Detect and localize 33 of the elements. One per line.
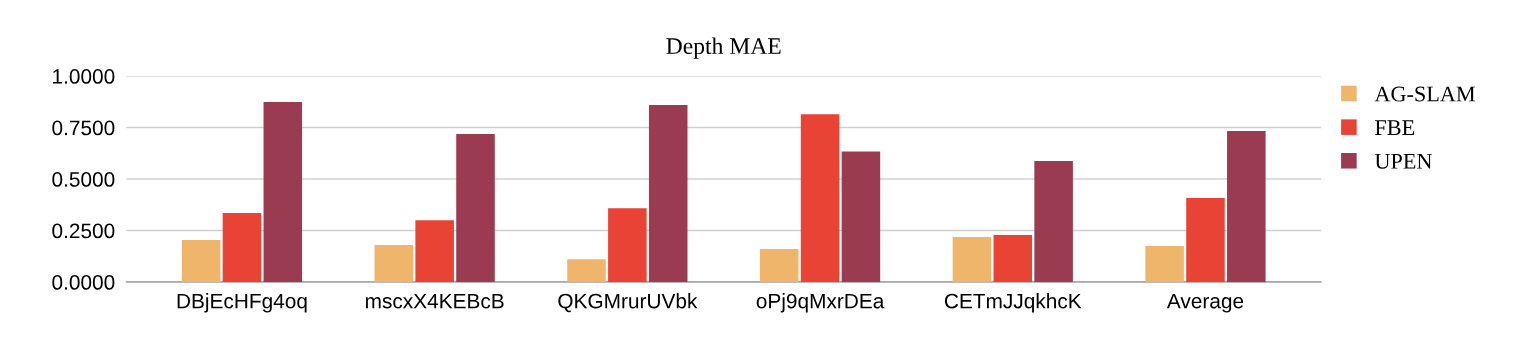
bar (608, 208, 647, 283)
x-tick-label: Average (1166, 293, 1244, 313)
bar (1186, 197, 1225, 283)
bar (181, 239, 221, 283)
x-tick-label: QKGMrurUVbk (558, 293, 698, 313)
x-tick-label: oPj9qMxrDEa (756, 293, 885, 313)
legend-label: FBE (1375, 120, 1415, 135)
bar (456, 134, 495, 283)
x-tick-label: DBjEcHFg4oq (177, 293, 307, 313)
bar (841, 151, 881, 283)
bar (1145, 245, 1184, 283)
bar (1227, 131, 1266, 283)
bar (263, 101, 303, 283)
bar (952, 237, 992, 283)
bar (567, 259, 606, 283)
legend-label: UPEN (1374, 153, 1432, 169)
y-tick-label: 0.7500 (52, 120, 115, 136)
bar (415, 220, 454, 283)
bar (993, 235, 1033, 283)
bar (1034, 161, 1073, 283)
legend-label: AG-SLAM (1374, 86, 1476, 102)
y-tick-label: 0.0000 (52, 275, 115, 290)
x-tick-label: mscxX4KEBcB (365, 293, 504, 309)
chart-title: Depth MAE (666, 37, 781, 59)
bar (800, 114, 840, 283)
bar (222, 213, 262, 283)
y-tick-label: 0.2500 (52, 223, 115, 239)
y-tick-label: 1.0000 (53, 69, 115, 84)
y-tick-label: 0.5000 (52, 172, 115, 187)
bar (374, 244, 414, 283)
bar (759, 249, 799, 283)
x-tick-label: CETmJJqkhcK (944, 293, 1082, 313)
bar (648, 105, 688, 283)
